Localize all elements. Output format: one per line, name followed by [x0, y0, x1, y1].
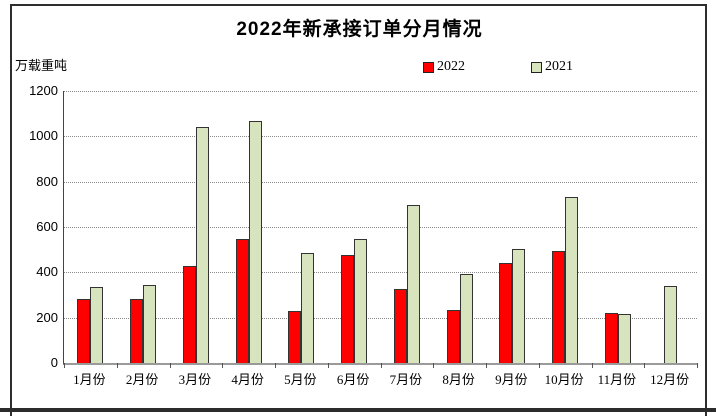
bar-2022-4月份 — [235, 238, 249, 363]
y-tick-label: 1000 — [29, 128, 58, 144]
bar-2021-5月份 — [301, 252, 315, 363]
bar-2022-7月份 — [393, 289, 407, 363]
legend-swatch-2021-icon — [531, 61, 542, 73]
bar-2021-2月份 — [143, 285, 157, 363]
bar-2021-6月份 — [354, 238, 368, 363]
x-tick-label: 5月份 — [284, 372, 317, 387]
gridline — [64, 272, 697, 274]
category-group — [170, 91, 223, 363]
bar-2022-5月份 — [288, 311, 302, 363]
bar-2022-1月份 — [77, 298, 91, 363]
bar-2021-3月份 — [195, 127, 209, 363]
x-tick-label: 10月份 — [544, 372, 584, 387]
legend-label-2022: 2022 — [437, 59, 465, 74]
plot-area — [63, 91, 698, 368]
x-axis-tick — [222, 363, 224, 368]
x-axis-tick — [169, 363, 171, 368]
x-axis-tick — [697, 363, 698, 368]
x-axis-tick — [644, 363, 646, 368]
x-axis-tick — [275, 363, 276, 368]
bar-2022-8月份 — [446, 310, 460, 363]
bar-2022-2月份 — [130, 299, 144, 363]
x-axis-tick — [433, 363, 435, 368]
legend-swatch-2022-icon — [423, 61, 434, 73]
x-axis-tick — [486, 363, 487, 368]
category-group — [222, 91, 275, 363]
section-divider — [0, 408, 716, 412]
bar-2022-9月份 — [499, 263, 513, 363]
legend-item-2022: 2022 — [423, 59, 465, 75]
x-tick-label: 11月份 — [597, 372, 637, 387]
x-tick-label: 4月份 — [231, 372, 264, 387]
x-axis-tick — [64, 363, 65, 368]
category-group — [381, 91, 434, 363]
gridline — [64, 136, 697, 138]
y-tick-label: 200 — [36, 309, 58, 325]
chart-title: 2022年新承接订单分月情况 — [236, 19, 483, 40]
legend-label-2021: 2021 — [545, 59, 573, 74]
bar-2021-4月份 — [248, 121, 262, 363]
bar-2022-6月份 — [341, 255, 355, 363]
x-axis-tick — [116, 363, 118, 368]
category-group — [328, 91, 381, 363]
category-group — [644, 91, 697, 363]
x-axis-tick — [591, 363, 593, 368]
category-group — [433, 91, 486, 363]
bar-2021-11月份 — [617, 313, 631, 363]
bar-2022-3月份 — [182, 265, 196, 363]
y-tick-label: 400 — [36, 264, 58, 280]
category-group — [275, 91, 328, 363]
bar-2021-8月份 — [459, 274, 473, 363]
gridline — [64, 227, 697, 228]
x-tick-label: 7月份 — [389, 372, 423, 387]
bar-2021-7月份 — [406, 204, 420, 363]
bar-2021-1月份 — [90, 286, 104, 363]
bars-container — [64, 91, 697, 363]
bar-2022-11月份 — [604, 313, 618, 363]
x-tick-label: 3月份 — [178, 372, 212, 387]
x-axis-tick — [538, 363, 540, 368]
category-group — [486, 91, 539, 363]
category-group — [64, 91, 117, 363]
bar-2022-10月份 — [552, 250, 566, 363]
y-axis-unit-label: 万载重吨 — [15, 58, 68, 73]
y-tick-label: 600 — [36, 219, 58, 234]
x-axis-tick — [327, 363, 329, 368]
gridline — [64, 317, 697, 319]
x-tick-label: 9月份 — [495, 372, 528, 387]
y-tick-label: 800 — [36, 173, 58, 189]
x-tick-label: 6月份 — [336, 372, 370, 387]
x-axis-labels: 1月份 2月份 3月份 4月份 5月份 6月份 7月份 8月份 9月份 10月份 11月份 12月份 — [63, 369, 696, 388]
y-tick-label: 0 — [50, 355, 58, 370]
x-tick-label: 8月份 — [442, 372, 475, 387]
x-tick-label: 2月份 — [125, 372, 159, 387]
gridline — [64, 181, 697, 183]
bar-2021-9月份 — [512, 249, 526, 363]
category-group — [539, 91, 592, 363]
legend: 2022 2021 — [423, 59, 573, 75]
legend-item-2021: 2021 — [531, 59, 573, 75]
gridline — [64, 91, 697, 92]
bar-2021-10月份 — [565, 196, 579, 363]
x-tick-label: 1月份 — [73, 372, 106, 387]
y-tick-label: 1200 — [29, 83, 58, 98]
category-group — [592, 91, 645, 363]
x-axis-tick — [380, 363, 382, 368]
category-group — [117, 91, 170, 363]
bar-2021-12月份 — [664, 285, 678, 363]
x-tick-label: 12月份 — [650, 372, 690, 387]
